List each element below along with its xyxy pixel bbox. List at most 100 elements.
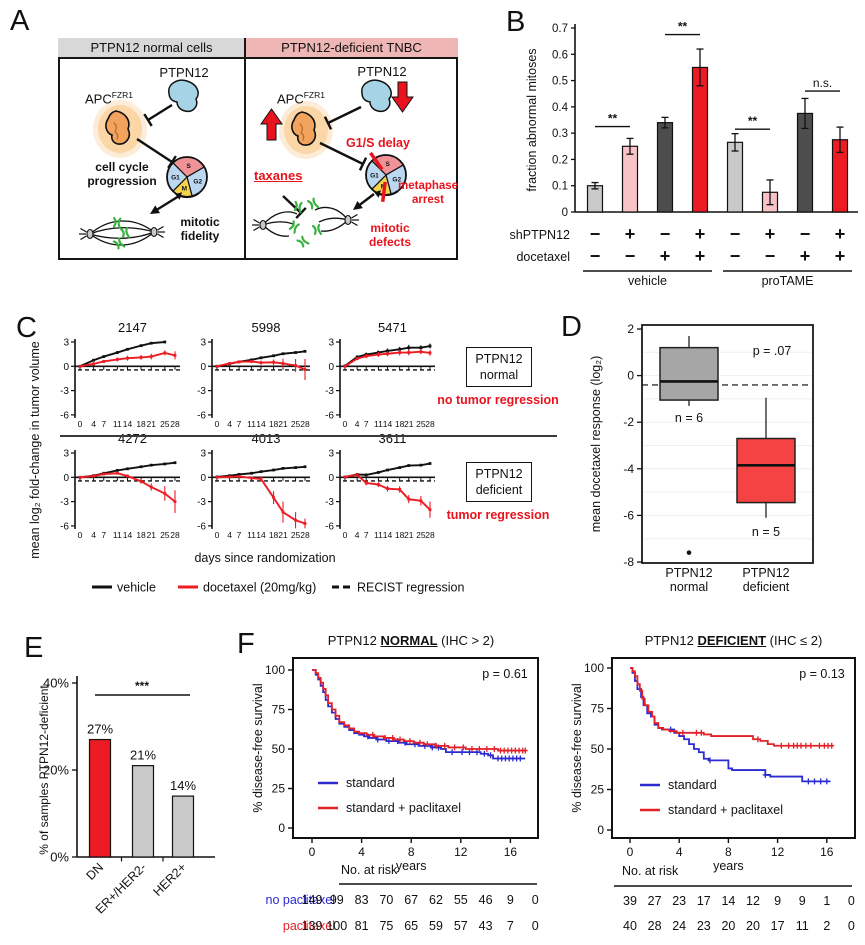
svg-text:normal: normal — [670, 580, 708, 594]
svg-text:11: 11 — [796, 919, 809, 933]
svg-text:0: 0 — [532, 919, 539, 933]
svg-text:shPTPN12: shPTPN12 — [510, 228, 570, 242]
svg-text:21: 21 — [404, 530, 414, 540]
svg-text:39: 39 — [623, 894, 637, 908]
svg-text:50: 50 — [272, 742, 286, 756]
svg-text:20%: 20% — [43, 763, 69, 778]
svg-text:0: 0 — [343, 530, 348, 540]
svg-text:4: 4 — [227, 530, 232, 540]
svg-text:−: − — [765, 246, 776, 266]
svg-text:24: 24 — [672, 919, 686, 933]
svg-text:9: 9 — [774, 894, 781, 908]
svg-text:67: 67 — [404, 893, 418, 907]
km-title-normal-pre: PTPN12 — [327, 633, 381, 648]
panel-d-boxplot: 2 0 -2 -4 -6 -8 mean docetaxel response (log₂)… — [589, 322, 814, 594]
svg-text:14: 14 — [383, 419, 393, 429]
svg-text:M: M — [182, 186, 187, 193]
km-title-normal-em: NORMAL — [380, 633, 438, 648]
svg-text:0.1: 0.1 — [552, 181, 568, 193]
svg-text:-4: -4 — [623, 462, 634, 476]
svg-text:75: 75 — [272, 703, 286, 717]
svg-text:% of samples PTPN12-deficient: % of samples PTPN12-deficient — [37, 685, 51, 855]
svg-text:16: 16 — [820, 845, 834, 859]
km-title-normal: PTPN12 NORMAL (IHC > 2) — [255, 633, 567, 648]
svg-text:DN: DN — [83, 860, 106, 883]
svg-text:standard + paclitaxel: standard + paclitaxel — [346, 801, 461, 815]
svg-text:0: 0 — [627, 845, 634, 859]
label-apc-right: APCFZR1 — [277, 90, 325, 107]
svg-text:70: 70 — [379, 893, 393, 907]
svg-text:0: 0 — [562, 207, 568, 219]
svg-text:18: 18 — [395, 530, 405, 540]
svg-text:**: ** — [608, 112, 618, 126]
svg-text:S: S — [385, 161, 390, 168]
panel-label-d: D — [561, 311, 582, 343]
svg-text:12: 12 — [746, 894, 760, 908]
svg-text:18: 18 — [395, 419, 405, 429]
svg-text:RECIST regression: RECIST regression — [357, 581, 464, 595]
km-title-deficient-em: DEFICIENT — [697, 633, 767, 648]
annot-no-tumor-regression: no tumor regression — [437, 393, 559, 407]
label-ptpn12-right: PTPN12 — [357, 64, 407, 79]
svg-text:14: 14 — [721, 894, 735, 908]
svg-text:14: 14 — [123, 530, 133, 540]
svg-text:4013: 4013 — [252, 431, 281, 446]
svg-text:2: 2 — [823, 919, 830, 933]
svg-text:11: 11 — [374, 419, 383, 429]
label-mitotic-defects: mitotic defects — [368, 221, 412, 250]
svg-text:-6: -6 — [60, 521, 69, 532]
svg-text:65: 65 — [404, 919, 418, 933]
svg-text:-6: -6 — [197, 521, 206, 532]
svg-text:5471: 5471 — [378, 320, 407, 335]
svg-text:46: 46 — [479, 893, 493, 907]
svg-text:docetaxel (20mg/kg): docetaxel (20mg/kg) — [203, 581, 316, 595]
svg-text:11: 11 — [113, 419, 122, 429]
svg-text:23: 23 — [672, 894, 686, 908]
svg-text:50: 50 — [591, 742, 605, 756]
km-title-normal-post: (IHC > 2) — [437, 633, 495, 648]
svg-text:0: 0 — [215, 530, 220, 540]
svg-text:21: 21 — [147, 530, 157, 540]
svg-text:vehicle: vehicle — [117, 581, 156, 595]
svg-text:99: 99 — [330, 893, 344, 907]
label-cell-cycle-progression: cell cycle progression — [87, 160, 157, 189]
svg-text:0: 0 — [63, 473, 69, 484]
label-mitotic-fidelity: mitotic fidelity — [180, 215, 220, 244]
svg-text:3: 3 — [200, 449, 206, 460]
svg-text:p = .07: p = .07 — [753, 344, 792, 358]
svg-text:4272: 4272 — [118, 431, 147, 446]
svg-text:−: − — [660, 224, 671, 244]
svg-text:12: 12 — [454, 845, 468, 859]
svg-text:-3: -3 — [325, 497, 334, 508]
svg-text:+: + — [625, 224, 636, 244]
svg-text:57: 57 — [454, 919, 468, 933]
svg-text:16: 16 — [504, 845, 518, 859]
panel-a-header-normal-text: PTPN12 normal cells — [90, 40, 213, 55]
svg-text:No. at risk: No. at risk — [622, 864, 679, 878]
annot-tumor-regression: tumor regression — [446, 508, 550, 522]
svg-text:0%: 0% — [50, 850, 69, 865]
svg-text:proTAME: proTAME — [762, 274, 814, 288]
svg-text:0.6: 0.6 — [552, 49, 568, 61]
svg-text:25: 25 — [291, 530, 301, 540]
svg-text:27: 27 — [648, 894, 662, 908]
svg-text:+: + — [695, 224, 706, 244]
svg-text:18: 18 — [269, 530, 279, 540]
svg-text:+: + — [660, 246, 671, 266]
svg-text:-8: -8 — [623, 555, 634, 569]
svg-text:−: − — [730, 246, 741, 266]
svg-text:−: − — [730, 224, 741, 244]
svg-text:n = 6: n = 6 — [675, 411, 703, 425]
svg-text:20: 20 — [721, 919, 735, 933]
svg-text:-3: -3 — [197, 497, 206, 508]
svg-text:docetaxel: docetaxel — [516, 250, 570, 264]
svg-text:+: + — [695, 246, 706, 266]
svg-text:11: 11 — [374, 530, 383, 540]
panel-a-header-deficient: PTPN12-deficient TNBC — [245, 38, 458, 59]
annot-box-ptpn12-deficient: PTPN12 deficient — [466, 462, 532, 502]
svg-text:7: 7 — [101, 419, 106, 429]
svg-text:7: 7 — [101, 530, 106, 540]
svg-text:62: 62 — [429, 893, 443, 907]
